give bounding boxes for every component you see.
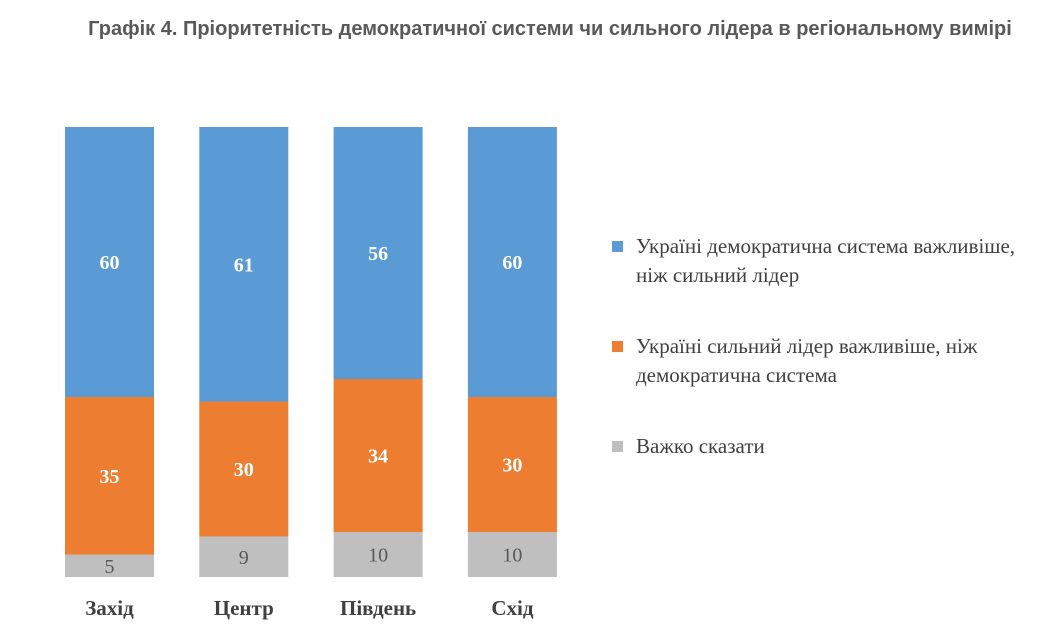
data-label-leader-zakhid: 35: [100, 466, 120, 488]
legend-swatch-leader: [612, 341, 623, 352]
data-label-democracy-tsentr: 61: [234, 254, 254, 276]
data-label-democracy-skhid: 60: [502, 252, 522, 274]
legend-swatch-hard-to-say: [612, 441, 623, 452]
data-label-hard-to-say-pivden: 10: [368, 545, 388, 567]
data-label-leader-skhid: 30: [502, 455, 522, 477]
bar-segment-democracy-skhid: [467, 127, 557, 397]
legend-item-hard-to-say: Важко сказати: [612, 432, 1042, 461]
chart-legend: Україні демократична система важливіше, …: [612, 232, 1042, 503]
legend-label-leader: Україні сильний лідер важливіше, ніж дем…: [636, 334, 978, 387]
bar-segment-hard-to-say-pivden: [333, 532, 423, 577]
data-label-democracy-pivden: 56: [368, 243, 388, 265]
legend-label-hard-to-say: Важко сказати: [636, 434, 765, 458]
x-tick-label-pivden: Південь: [340, 596, 416, 620]
bar-segment-democracy-zakhid: [65, 127, 154, 397]
bars-layer: [65, 127, 557, 577]
data-labels-layer: 5 35 60 9 30 61 10 34 56 10 30 60: [100, 243, 523, 578]
bar-segment-leader-pivden: [333, 379, 423, 532]
legend-item-leader: Україні сильний лідер важливіше, ніж дем…: [612, 332, 1042, 390]
legend-swatch-democracy: [612, 241, 623, 252]
bar-segment-hard-to-say-tsentr: [199, 536, 289, 577]
data-label-democracy-zakhid: 60: [100, 252, 120, 274]
bar-segment-leader-zakhid: [65, 397, 154, 555]
bar-segment-democracy-tsentr: [199, 127, 289, 402]
bar-segment-democracy-pivden: [333, 127, 423, 379]
data-label-hard-to-say-zakhid: 5: [105, 556, 115, 578]
data-label-leader-tsentr: 30: [234, 459, 254, 481]
legend-item-democracy: Україні демократична система важливіше, …: [612, 232, 1042, 290]
category-tick-labels: Захід Центр Південь Схід: [85, 596, 534, 620]
x-tick-label-zakhid: Захід: [85, 596, 134, 620]
x-tick-label-tsentr: Центр: [214, 596, 274, 620]
bar-segment-hard-to-say-zakhid: [65, 554, 154, 577]
bar-segment-leader-tsentr: [199, 401, 289, 537]
chart-title: Графік 4. Пріоритетність демократичної с…: [88, 18, 1012, 40]
data-label-hard-to-say-tsentr: 9: [239, 547, 249, 569]
bar-segment-hard-to-say-skhid: [467, 532, 557, 577]
bar-segment-leader-skhid: [467, 397, 557, 532]
data-label-leader-pivden: 34: [368, 446, 388, 468]
data-label-hard-to-say-skhid: 10: [502, 545, 522, 567]
x-tick-label-skhid: Схід: [491, 596, 534, 620]
legend-label-democracy: Україні демократична система важливіше, …: [636, 234, 1016, 287]
